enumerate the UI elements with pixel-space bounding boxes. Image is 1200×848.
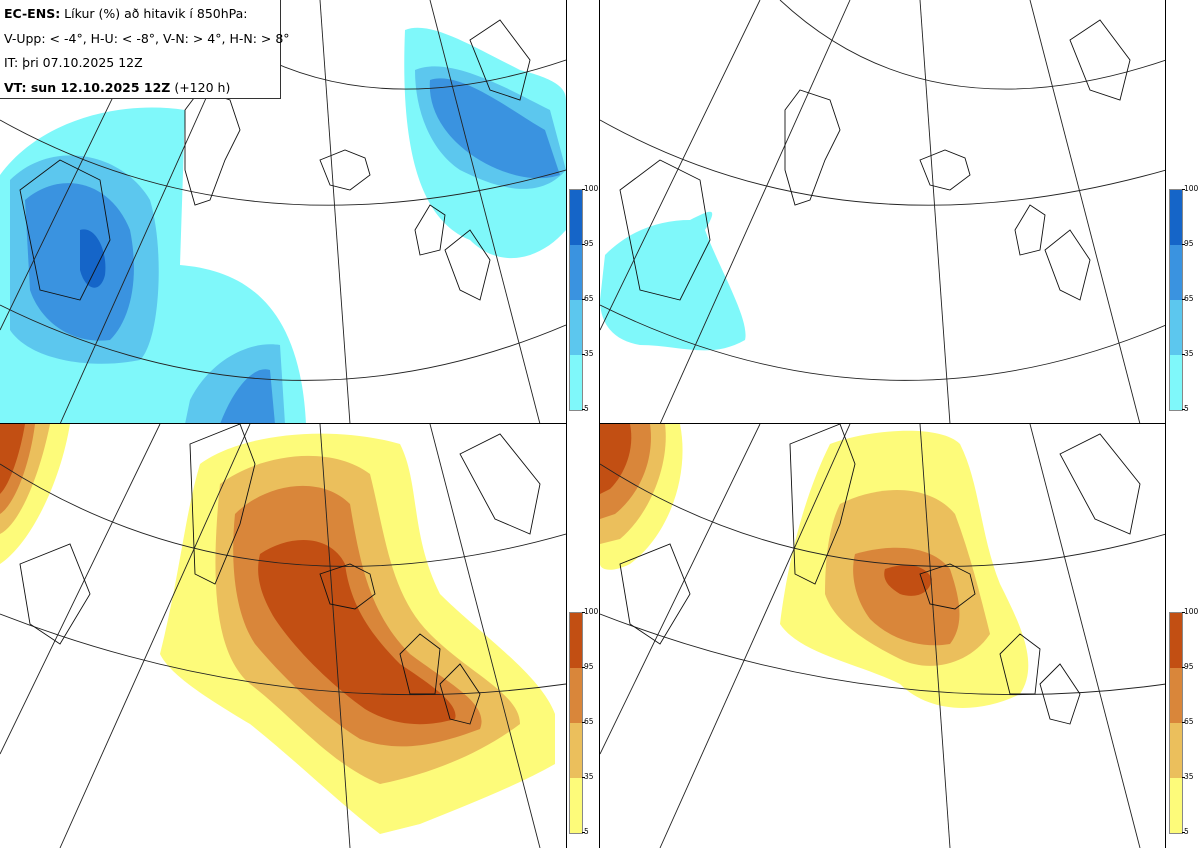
colorbar-tick-label: 95 (584, 239, 594, 248)
colorbar-tick-label: 5 (1184, 827, 1189, 836)
colorbar-tick-label: 5 (584, 404, 589, 413)
panel-divider (1165, 0, 1166, 848)
info-model-label: EC-ENS: (4, 6, 60, 21)
colorbar-tick-label: 100 (584, 607, 598, 616)
colorbar-cold (1169, 189, 1183, 411)
info-init-time: IT: þri 07.10.2025 12Z (4, 51, 276, 76)
probability-map (600, 424, 1166, 848)
colorbar-warm (1169, 612, 1183, 834)
colorbar-segment (1170, 778, 1182, 833)
colorbar-segment (1170, 190, 1182, 245)
probability-map (0, 424, 566, 848)
colorbar-segment (1170, 668, 1182, 723)
colorbar-segment (570, 668, 582, 723)
info-lead-time: (+120 h) (170, 80, 230, 95)
colorbar-cold (569, 189, 583, 411)
panel-divider (599, 423, 1166, 424)
info-title: Líkur (%) að hitavik í 850hPa: (60, 6, 247, 21)
map-panel-cold-moderate: EC-ENS: Líkur (%) að hitavik í 850hPa: V… (0, 0, 566, 424)
colorbar-segment (570, 723, 582, 778)
map-info-box: EC-ENS: Líkur (%) að hitavik í 850hPa: V… (0, 0, 281, 99)
map-panel-warm-moderate (0, 424, 566, 848)
colorbar-tick-label: 95 (584, 662, 594, 671)
panel-divider (566, 0, 567, 848)
colorbar-tick-label: 95 (1184, 239, 1194, 248)
colorbar-tick-label: 95 (1184, 662, 1194, 671)
info-valid-time: VT: sun 12.10.2025 12Z (4, 80, 170, 95)
colorbar-tick-label: 35 (584, 349, 594, 358)
colorbar-segment (1170, 723, 1182, 778)
colorbar-tick-label: 65 (584, 717, 594, 726)
colorbar-tick-label: 100 (584, 184, 598, 193)
graticule (600, 0, 1166, 424)
colorbar-tick-label: 65 (1184, 294, 1194, 303)
info-thresholds: V-Upp: < -4°, H-U: < -8°, V-N: > 4°, H-N… (4, 27, 276, 52)
colorbar-segment (570, 300, 582, 355)
colorbar-tick-label: 100 (1184, 184, 1198, 193)
colorbar-tick-label: 5 (1184, 404, 1189, 413)
probability-map (600, 0, 1166, 424)
colorbar-segment (570, 355, 582, 410)
colorbar-tick-label: 65 (1184, 717, 1194, 726)
colorbar-segment (570, 778, 582, 833)
colorbar-tick-label: 5 (584, 827, 589, 836)
colorbar-segment (570, 245, 582, 300)
map-panel-cold-strong (600, 0, 1166, 424)
panel-divider (0, 423, 567, 424)
colorbar-segment (1170, 245, 1182, 300)
colorbar-tick-label: 35 (1184, 349, 1194, 358)
colorbar-tick-label: 35 (584, 772, 594, 781)
colorbar-warm (569, 612, 583, 834)
colorbar-tick-label: 65 (584, 294, 594, 303)
colorbar-segment (570, 190, 582, 245)
colorbar-segment (1170, 355, 1182, 410)
colorbar-segment (1170, 613, 1182, 668)
panel-divider (599, 0, 600, 848)
colorbar-tick-label: 35 (1184, 772, 1194, 781)
colorbar-tick-label: 100 (1184, 607, 1198, 616)
map-panel-warm-strong (600, 424, 1166, 848)
colorbar-segment (1170, 300, 1182, 355)
colorbar-segment (570, 613, 582, 668)
